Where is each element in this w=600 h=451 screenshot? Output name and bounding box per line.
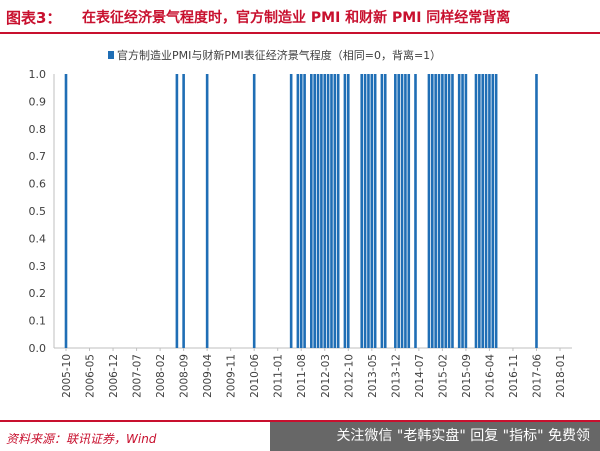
bar: [370, 74, 374, 348]
x-tick-label: 2009-11: [226, 354, 238, 398]
x-tick-label: 2006-12: [108, 354, 120, 398]
bar: [447, 74, 451, 348]
bar: [478, 74, 481, 348]
x-tick-label: 2011-08: [296, 354, 308, 398]
bar: [346, 74, 350, 348]
bar: [316, 74, 320, 348]
bar: [383, 74, 387, 348]
bar: [363, 74, 367, 348]
bar: [400, 74, 404, 348]
x-tick-label: 2012-03: [320, 354, 332, 398]
x-tick-label: 2016-04: [484, 354, 496, 398]
bar: [430, 74, 434, 348]
bar: [488, 74, 491, 348]
bar: [336, 74, 340, 348]
x-tick-label: 2009-04: [202, 354, 214, 398]
bar: [205, 74, 209, 348]
y-tick-label: 0.1: [29, 315, 47, 328]
source-note: 资料来源：联讯证券，Wind: [6, 432, 157, 446]
x-tick-label: 2013-12: [390, 354, 402, 398]
x-tick-label: 2005-10: [61, 354, 73, 398]
bar: [491, 74, 495, 348]
y-tick-label: 0.6: [29, 178, 47, 191]
bar: [474, 74, 478, 348]
x-tick-label: 2014-07: [414, 354, 426, 398]
y-tick-label: 0.4: [29, 232, 47, 245]
x-tick-label: 2011-01: [273, 354, 285, 398]
bar: [182, 74, 185, 348]
bar: [296, 74, 300, 348]
bar: [484, 74, 488, 348]
bar: [535, 74, 538, 348]
bar: [289, 74, 293, 348]
x-tick-label: 2007-07: [132, 354, 144, 398]
bar: [343, 74, 347, 348]
y-tick-label: 0.9: [29, 95, 47, 108]
bar: [299, 74, 303, 348]
x-tick-label: 2006-05: [85, 354, 97, 398]
bar: [360, 74, 364, 348]
x-tick-label: 2013-05: [367, 354, 379, 398]
figure-header: 图表3： 在表征经济景气程度时，官方制造业 PMI 和财新 PMI 同样经常背离: [0, 0, 600, 34]
x-tick-label: 2015-02: [437, 354, 449, 398]
bar: [461, 74, 464, 348]
y-tick-label: 1.0: [29, 68, 47, 81]
bar: [313, 74, 316, 348]
bar: [434, 74, 437, 348]
bar: [481, 74, 485, 348]
watermark-banner: 关注微信 "老韩实盘" 回复 "指标" 免费领: [270, 422, 600, 451]
y-tick-label: 0.0: [29, 342, 47, 355]
bar: [397, 74, 400, 348]
bar: [373, 74, 377, 348]
bar: [414, 74, 417, 348]
figure-footer: 资料来源：联讯证券，Wind 关注微信 "老韩实盘" 回复 "指标" 免费领: [0, 420, 600, 451]
bar: [494, 74, 498, 348]
x-tick-label: 2008-09: [179, 354, 191, 398]
y-tick-label: 0.3: [29, 260, 47, 273]
bar: [464, 74, 468, 348]
bar: [451, 74, 454, 348]
bar: [64, 74, 68, 348]
y-tick-label: 0.5: [29, 205, 47, 218]
x-tick-label: 2017-06: [531, 354, 543, 398]
y-tick-label: 0.7: [29, 150, 47, 163]
x-tick-label: 2010-06: [249, 354, 261, 398]
x-tick-label: 2018-01: [555, 354, 567, 398]
bar: [175, 74, 179, 348]
bar: [457, 74, 461, 348]
bar: [323, 74, 327, 348]
bar: [441, 74, 444, 348]
bar: [330, 74, 333, 348]
bar: [320, 74, 323, 348]
bar: [252, 74, 256, 348]
bar: [333, 74, 337, 348]
bar: [380, 74, 384, 348]
y-tick-label: 0.8: [29, 123, 47, 136]
y-tick-label: 0.2: [29, 287, 47, 300]
bar: [404, 74, 407, 348]
legend-swatch: [108, 51, 114, 59]
bar: [427, 74, 431, 348]
bar: [407, 74, 411, 348]
figure-title: 在表征经济景气程度时，官方制造业 PMI 和财新 PMI 同样经常背离: [82, 10, 511, 26]
x-tick-label: 2012-10: [343, 354, 355, 398]
bar: [326, 74, 330, 348]
bar: [394, 74, 397, 348]
bar: [444, 74, 448, 348]
x-tick-label: 2008-02: [155, 354, 167, 398]
x-tick-label: 2016-11: [508, 354, 520, 398]
bar: [303, 74, 306, 348]
chart: 官方制造业PMI与财新PMI表征经济景气程度（相同=0，背离=1） 0.0 0.1 0…: [29, 48, 572, 398]
x-tick-label: 2015-09: [461, 354, 473, 398]
bar: [437, 74, 441, 348]
legend-label: 官方制造业PMI与财新PMI表征经济景气程度（相同=0，背离=1）: [117, 48, 441, 62]
bar: [310, 74, 313, 348]
bar: [367, 74, 370, 348]
figure-label: 图表3：: [6, 9, 62, 27]
